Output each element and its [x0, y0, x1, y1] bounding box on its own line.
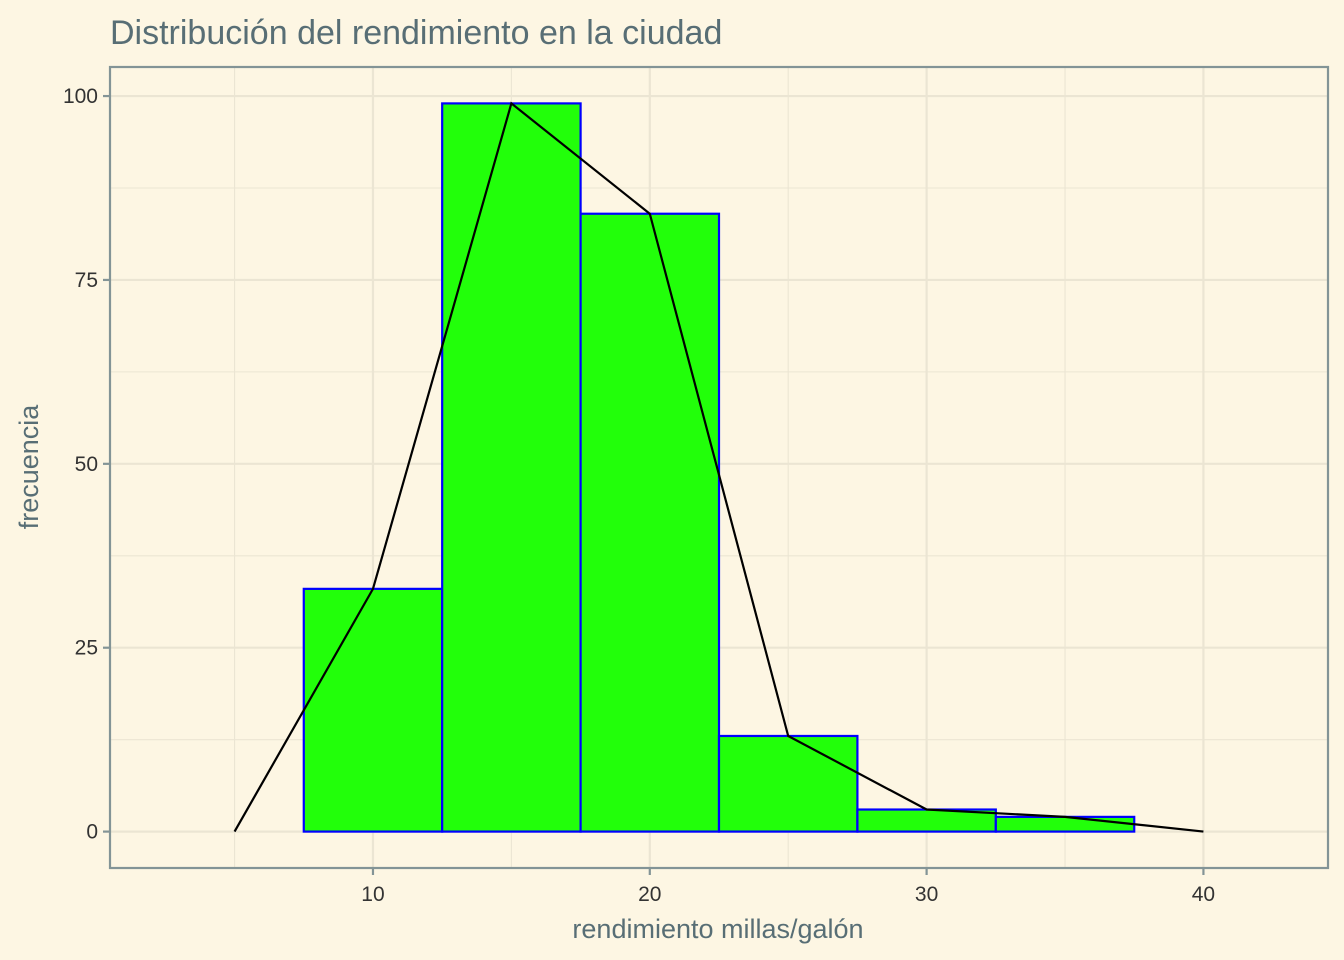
x-tick-label: 20 [638, 883, 661, 906]
panel-border [108, 65, 1330, 870]
x-axis-title: rendimiento millas/galón [572, 914, 863, 944]
histogram-bar [717, 734, 859, 833]
frequency-polygon-group [233, 101, 1204, 833]
x-tick-label: 30 [915, 883, 938, 906]
y-axis-title: frecuencia [14, 404, 44, 530]
x-axis: 10 20 30 40 [361, 868, 1215, 906]
x-tick-label: 10 [361, 883, 384, 906]
y-tick-label: 100 [63, 85, 98, 108]
frequency-polygon [233, 101, 1204, 833]
y-axis: 0 25 50 75 100 [63, 85, 110, 844]
histogram-bar [441, 102, 582, 833]
histogram-bar [994, 815, 1136, 833]
y-tick-label: 0 [86, 821, 98, 844]
chart-title: Distribución del rendimiento en la ciuda… [110, 14, 722, 52]
histogram-bars [302, 102, 1136, 833]
y-tick-label: 50 [75, 453, 98, 476]
x-tick-label: 40 [1192, 883, 1215, 906]
histogram-bar [579, 212, 721, 833]
y-tick-label: 25 [75, 637, 98, 660]
histogram-bar [302, 587, 444, 833]
y-tick-label: 75 [75, 269, 98, 292]
